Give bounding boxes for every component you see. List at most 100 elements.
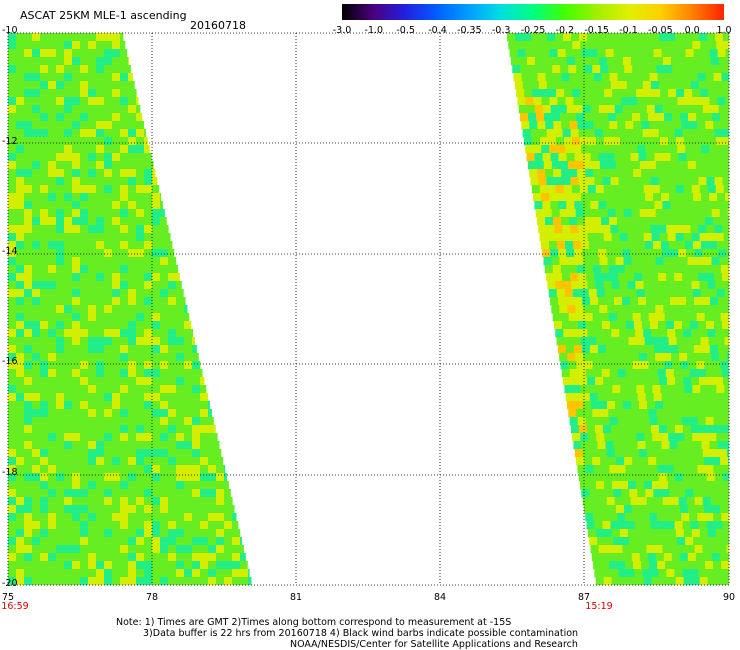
- swath-cell: [24, 497, 33, 506]
- swath-cell: [104, 129, 113, 138]
- swath-cell: [694, 153, 703, 162]
- swath-cell: [16, 313, 25, 322]
- swath-cell: [40, 497, 49, 506]
- swath-cell: [208, 465, 217, 474]
- swath-cell: [542, 201, 551, 210]
- swath-cell: [120, 353, 129, 362]
- swath-cell: [657, 369, 667, 378]
- swath-cell: [606, 497, 616, 506]
- swath-cell: [128, 313, 137, 322]
- swath-cell: [613, 393, 623, 402]
- swath-cell: [16, 425, 25, 434]
- swath-cell: [80, 561, 89, 570]
- swath-cell: [32, 257, 41, 266]
- swath-cell: [120, 441, 129, 450]
- swath-cell: [632, 361, 641, 370]
- swath-cell: [40, 393, 49, 402]
- swath-cell: [16, 393, 25, 402]
- swath-cell: [654, 449, 664, 458]
- swath-cell: [8, 193, 17, 202]
- swath-cell: [168, 537, 177, 546]
- swath-cell: [716, 89, 725, 98]
- swath-cell: [80, 513, 89, 522]
- swath-cell: [128, 297, 137, 306]
- swath-cell: [667, 233, 677, 242]
- swath-cell: [655, 257, 664, 266]
- swath-cell: [120, 57, 129, 66]
- swath-cell: [673, 121, 682, 130]
- swath-cell: [673, 169, 682, 178]
- swath-cell: [16, 169, 25, 178]
- swath-cell: [660, 41, 669, 50]
- swath-cell: [699, 185, 709, 194]
- swath-cell: [192, 433, 201, 442]
- swath-cell: [606, 105, 616, 114]
- swath-cell: [144, 537, 153, 546]
- swath-cell: [665, 465, 674, 474]
- swath-cell: [72, 345, 81, 354]
- swath-cell: [80, 105, 89, 114]
- swath-cell: [176, 521, 185, 530]
- swath-cell: [659, 233, 669, 242]
- swath-cell: [543, 257, 552, 266]
- swath-cell: [112, 97, 121, 106]
- swath-cell: [216, 569, 225, 578]
- swath-cell: [32, 497, 41, 506]
- swath-cell: [96, 233, 105, 242]
- swath-cell: [48, 73, 57, 82]
- swath-cell: [575, 353, 584, 362]
- swath-cell: [694, 57, 704, 66]
- swath-cell: [112, 217, 121, 226]
- swath-cell: [720, 313, 729, 322]
- swath-cell: [597, 393, 607, 402]
- swath-cell: [32, 273, 41, 282]
- swath-cell: [550, 249, 559, 258]
- swath-cell: [144, 481, 153, 490]
- swath-cell: [88, 369, 97, 378]
- swath-cell: [136, 425, 145, 434]
- swath-cell: [623, 209, 633, 218]
- swath-cell: [8, 393, 17, 402]
- swath-cell: [667, 329, 676, 338]
- swath-cell: [152, 369, 161, 378]
- swath-cell: [152, 529, 161, 538]
- swath-cell: [584, 265, 594, 274]
- swath-cell: [514, 81, 524, 90]
- swath-cell: [650, 521, 659, 530]
- swath-cell: [104, 385, 113, 394]
- swath-cell: [709, 97, 718, 106]
- swath-cell: [80, 121, 89, 130]
- swath-cell: [612, 41, 621, 50]
- swath-cell: [590, 449, 600, 458]
- swath-cell: [160, 489, 169, 498]
- swath-cell: [40, 105, 49, 114]
- swath-cell: [104, 425, 113, 434]
- swath-cell: [192, 529, 201, 538]
- swath-cell: [64, 137, 73, 146]
- swath-cell: [679, 161, 689, 170]
- swath-cell: [697, 121, 706, 130]
- swath-cell: [128, 417, 137, 426]
- swath-cell: [537, 73, 546, 82]
- swath-cell: [112, 73, 121, 82]
- swath-cell: [667, 577, 677, 585]
- swath-cell: [713, 73, 722, 82]
- swath-cell: [32, 281, 41, 290]
- swath-cell: [585, 121, 594, 130]
- swath-cell: [700, 433, 709, 442]
- swath-cell: [633, 417, 643, 426]
- swath-cell: [136, 505, 145, 514]
- swath-cell: [16, 209, 25, 218]
- swath-cell: [88, 545, 97, 554]
- swath-cell: [40, 217, 49, 226]
- swath-cell: [623, 353, 632, 362]
- swath-cell: [641, 513, 650, 522]
- swath-cell: [72, 225, 81, 234]
- swath-cell: [192, 441, 201, 450]
- swath-cell: [184, 457, 193, 466]
- swath-cell: [8, 49, 17, 58]
- swath-cell: [160, 377, 169, 386]
- swath-cell: [168, 521, 177, 530]
- swath-cell: [136, 281, 145, 290]
- swath-cell: [88, 121, 97, 130]
